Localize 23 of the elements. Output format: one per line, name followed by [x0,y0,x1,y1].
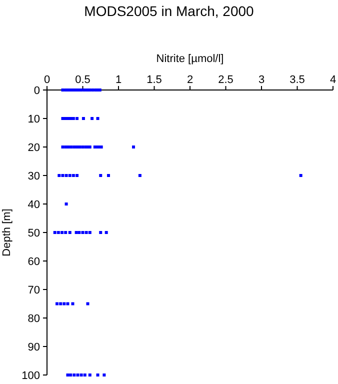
y-axis-title: Depth [m] [1,208,13,256]
y-tick-label: 50 [28,228,40,240]
x-tick-label: 0 [44,74,50,86]
x-tick-label: 0.5 [75,74,90,86]
y-tick-label: 100 [22,370,40,382]
x-tick-label: 2.5 [218,74,234,86]
x-tick-label: 1 [115,74,122,86]
y-tick-label: 40 [28,199,40,211]
x-tick-label: 3 [258,74,265,86]
y-tick-label: 30 [28,170,40,182]
y-tick-label: 70 [28,284,40,296]
y-tick-label: 10 [28,114,40,126]
x-axis-title: Nitrite [µmol/l] [156,53,224,65]
x-tick-label: 2 [186,74,194,86]
y-tick-label: 0 [34,85,40,97]
y-tick-label: 20 [28,142,40,154]
x-tick-label: 4 [330,74,336,86]
y-tick-label: 60 [28,256,40,268]
x-tick-label: 1.5 [146,74,162,86]
x-tick-label: 3.5 [290,74,305,86]
y-tick-label: 80 [28,313,40,325]
y-tick-label: 90 [28,342,40,354]
chart-title: MODS2005 in March, 2000 [84,3,254,19]
